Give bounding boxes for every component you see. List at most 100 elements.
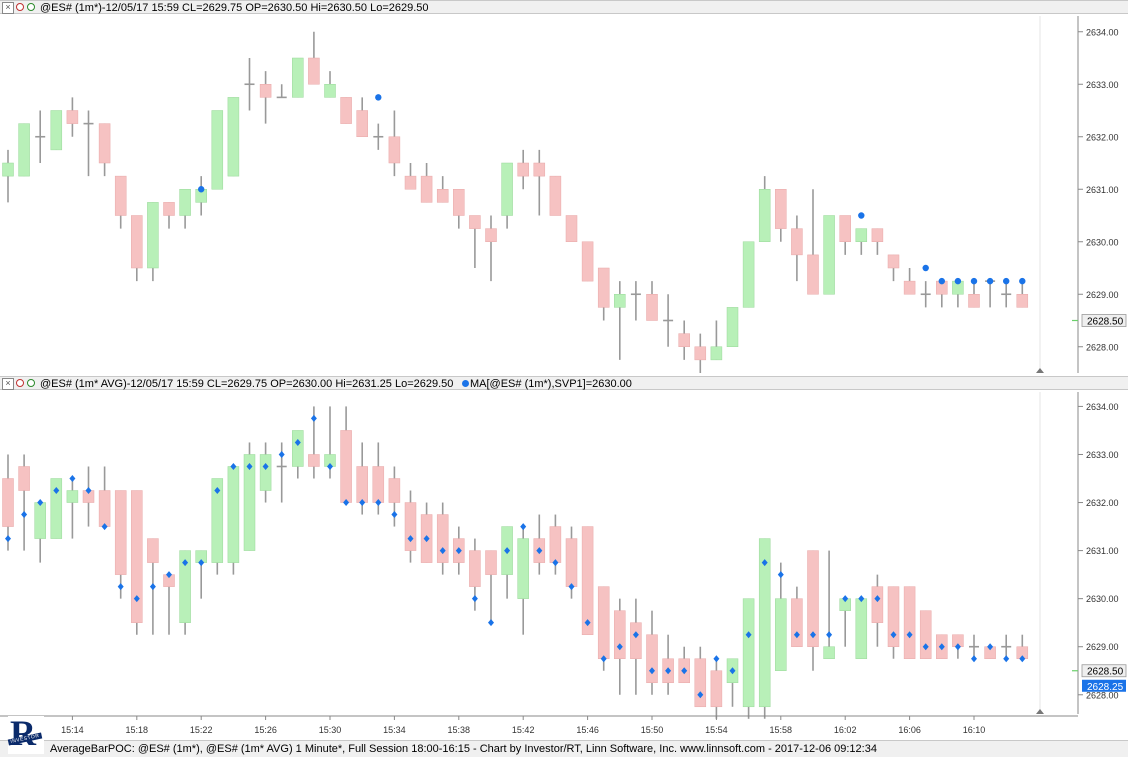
last-price-tag bbox=[1081, 664, 1127, 678]
ma-point bbox=[488, 619, 494, 627]
ma-point bbox=[793, 631, 800, 639]
close-icon[interactable]: × bbox=[2, 2, 14, 14]
circle-icon[interactable] bbox=[16, 379, 24, 387]
candle-body bbox=[791, 598, 803, 647]
close-icon[interactable]: × bbox=[2, 378, 14, 390]
candle-body bbox=[839, 215, 851, 242]
ma-point bbox=[423, 535, 430, 543]
ma-point bbox=[21, 511, 28, 519]
candle-body bbox=[469, 550, 481, 587]
ma-point bbox=[198, 559, 205, 567]
ma-point bbox=[568, 583, 575, 591]
ma-point bbox=[649, 667, 655, 675]
y-tick-label: 2631.00 bbox=[1086, 546, 1119, 556]
x-tick-label: 15:18 bbox=[126, 725, 149, 735]
candle-body bbox=[292, 57, 304, 98]
ma-point bbox=[681, 667, 688, 675]
candle-body bbox=[292, 430, 304, 467]
ma-point bbox=[359, 499, 366, 507]
ma-point bbox=[407, 535, 414, 543]
x-tick-label: 15:58 bbox=[770, 725, 793, 735]
candle-body bbox=[2, 478, 14, 527]
ma-point bbox=[327, 462, 333, 470]
poc-point bbox=[198, 186, 205, 193]
ma-point bbox=[214, 487, 221, 495]
candle-body bbox=[823, 215, 835, 295]
candle-body bbox=[308, 454, 320, 467]
x-tick-label: 15:26 bbox=[254, 725, 277, 735]
candle-body bbox=[114, 490, 127, 575]
ma-point bbox=[101, 523, 108, 531]
ma-point bbox=[987, 643, 994, 651]
candle-body bbox=[517, 162, 529, 177]
ma-point bbox=[230, 462, 237, 470]
ma-point bbox=[85, 487, 92, 495]
candle-body bbox=[131, 490, 143, 623]
ma-point bbox=[665, 667, 672, 675]
candle-body bbox=[211, 110, 224, 190]
investor-rt-logo: R INVESTOR bbox=[7, 713, 44, 754]
price-chart[interactable]: 2628.00 2629.00 2630.00 2631.00 2632.00 2633.… bbox=[0, 0, 1128, 740]
candle-body bbox=[340, 430, 352, 503]
candle-body bbox=[597, 267, 610, 308]
candle-body bbox=[453, 189, 465, 216]
candle-body bbox=[549, 526, 562, 563]
candle-body bbox=[823, 646, 835, 659]
ma-point bbox=[777, 571, 784, 579]
ma-point bbox=[37, 499, 44, 507]
x-tick-label: 16:06 bbox=[898, 725, 921, 735]
circle-icon[interactable] bbox=[16, 3, 24, 11]
ma-point bbox=[504, 547, 511, 555]
candle-body bbox=[517, 538, 529, 599]
ma-point bbox=[5, 535, 11, 543]
poc-point bbox=[375, 94, 382, 101]
candle-body bbox=[372, 466, 385, 503]
x-tick-label: 15:34 bbox=[383, 725, 406, 735]
x-tick-label: 15:14 bbox=[61, 725, 84, 735]
candle-body bbox=[614, 294, 626, 308]
candle-body bbox=[903, 280, 916, 295]
candle-body bbox=[469, 215, 481, 229]
chart-footer-caption: AverageBarPOC: @ES# (1m*), @ES# (1m* AVG… bbox=[50, 743, 877, 755]
candle-body bbox=[903, 586, 916, 659]
candle-body bbox=[436, 514, 449, 563]
candle-body bbox=[501, 162, 513, 216]
ma-point bbox=[906, 631, 913, 639]
ma-point bbox=[246, 462, 253, 470]
ma-point bbox=[938, 643, 945, 651]
x-tick-label: 15:54 bbox=[705, 725, 728, 735]
ma-point bbox=[391, 511, 398, 519]
ma-point bbox=[858, 595, 865, 603]
candle-body bbox=[775, 189, 787, 229]
ma-point bbox=[616, 643, 623, 651]
x-tick-label: 15:38 bbox=[448, 725, 471, 735]
candle-body bbox=[308, 57, 320, 85]
candle-body bbox=[694, 658, 707, 708]
candle-body bbox=[114, 175, 127, 216]
ma-point bbox=[278, 450, 285, 458]
circle-icon[interactable] bbox=[27, 379, 35, 387]
ma-point bbox=[262, 462, 269, 470]
candle-body bbox=[581, 241, 594, 282]
ma-point bbox=[117, 583, 124, 591]
candle-body bbox=[775, 598, 787, 671]
candle-body bbox=[243, 454, 256, 551]
y-tick-label: 2629.00 bbox=[1086, 290, 1119, 300]
ma-point bbox=[455, 547, 462, 555]
y-tick-label: 2632.00 bbox=[1086, 132, 1119, 142]
poc-point bbox=[1019, 277, 1026, 285]
candle-body bbox=[807, 254, 819, 295]
candle-body bbox=[646, 294, 658, 321]
circle-icon[interactable] bbox=[27, 3, 35, 11]
candle-body bbox=[66, 490, 79, 503]
poc-point bbox=[970, 277, 978, 285]
ma-point bbox=[713, 655, 720, 663]
candle-body bbox=[147, 202, 159, 269]
x-tick-label: 16:02 bbox=[834, 725, 857, 735]
ma-point bbox=[954, 643, 961, 651]
candle-body bbox=[50, 110, 63, 151]
x-tick-label: 15:42 bbox=[512, 725, 535, 735]
poc-point bbox=[938, 277, 945, 285]
ma-point bbox=[810, 631, 816, 639]
candle-body bbox=[855, 228, 868, 242]
